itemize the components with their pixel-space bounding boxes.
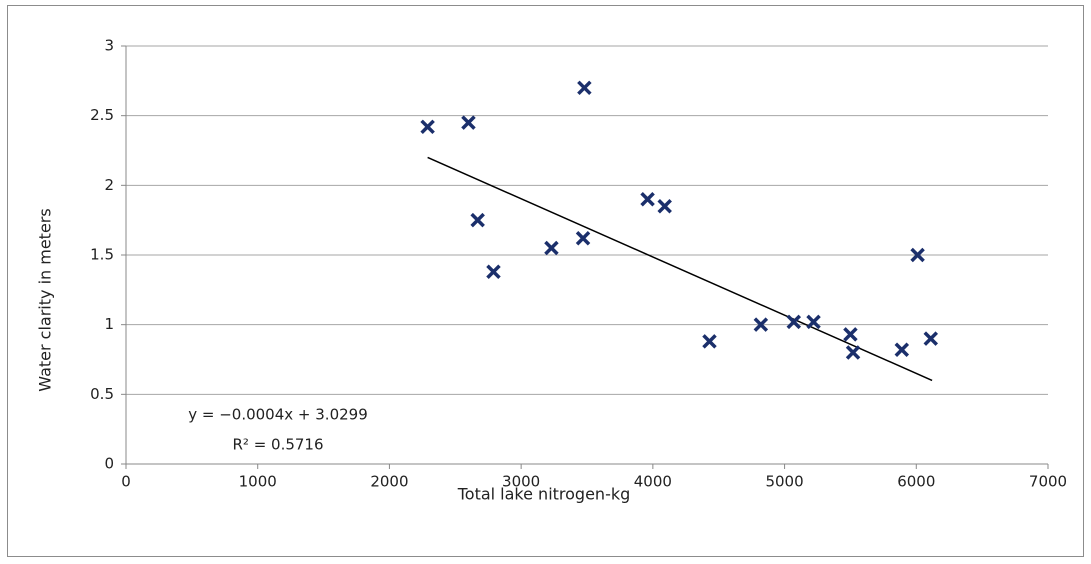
- point: [461, 115, 476, 130]
- y-tick-label: 3: [104, 37, 114, 55]
- x-tick-label: 6000: [897, 473, 935, 491]
- y-axis-title: Water clarity in meters: [36, 208, 55, 391]
- point: [657, 198, 672, 214]
- x-tick-label: 4000: [634, 473, 672, 491]
- y-tick-label: 1: [104, 315, 114, 333]
- y-tick-label: 0: [104, 455, 114, 473]
- point: [843, 327, 858, 342]
- point: [845, 345, 861, 360]
- trendline: [427, 156, 933, 382]
- chart-frame: [7, 5, 1084, 557]
- y-tick-label: 1.5: [90, 246, 114, 264]
- x-tick-label: 3000: [502, 473, 540, 491]
- point: [640, 192, 655, 207]
- point: [420, 119, 435, 135]
- x-axis-title: Total lake nitrogen-kg: [457, 485, 631, 504]
- point: [577, 80, 592, 96]
- point: [575, 231, 591, 246]
- trend-equation: y = −0.0004x + 3.0299: [188, 406, 368, 424]
- x-tick-label: 5000: [765, 473, 803, 491]
- point: [753, 317, 769, 332]
- y-tick-label: 2.5: [90, 106, 114, 124]
- point: [894, 342, 910, 357]
- x-tick-label: 2000: [370, 473, 408, 491]
- r-squared: R² = 0.5716: [232, 436, 323, 454]
- point: [806, 314, 821, 330]
- point: [702, 334, 717, 349]
- point: [486, 264, 501, 279]
- y-tick-label: 2: [104, 176, 114, 194]
- y-tick-label: 0.5: [90, 385, 114, 403]
- point: [910, 247, 925, 263]
- point: [923, 331, 939, 346]
- x-tick-label: 1000: [239, 473, 277, 491]
- point: [470, 212, 485, 228]
- point: [544, 240, 559, 256]
- point: [786, 314, 802, 330]
- x-tick-label: 7000: [1029, 473, 1067, 491]
- x-tick-label: 0: [121, 473, 131, 491]
